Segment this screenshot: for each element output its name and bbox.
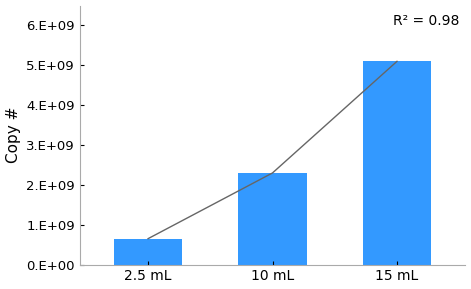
Bar <box>114 239 182 265</box>
Bar <box>363 61 431 265</box>
Text: R² = 0.98: R² = 0.98 <box>393 14 459 27</box>
Y-axis label: Copy #: Copy # <box>6 107 21 163</box>
Bar <box>238 173 307 265</box>
